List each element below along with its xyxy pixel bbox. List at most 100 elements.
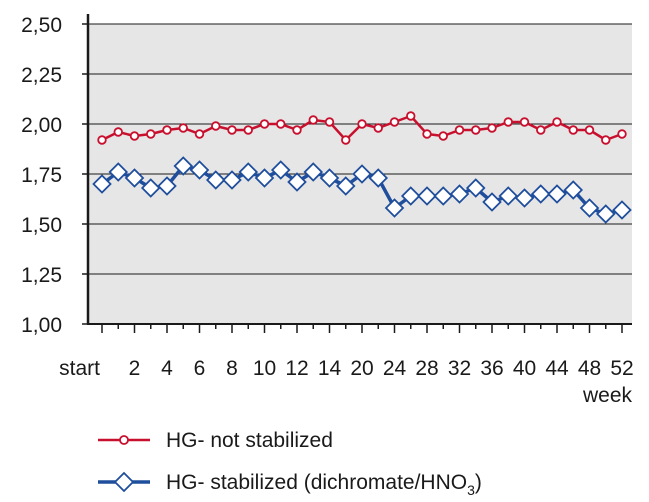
legend-diamond-marker: [113, 471, 135, 493]
data-point-stabilized: [563, 180, 584, 200]
data-point-not-stabilized: [503, 117, 513, 127]
data-point-not-stabilized: [471, 125, 481, 135]
data-point-not-stabilized: [113, 127, 123, 137]
data-point-not-stabilized: [568, 125, 578, 135]
data-point-stabilized: [514, 188, 535, 208]
data-point-not-stabilized: [357, 119, 367, 129]
x-tick-label: 28: [415, 357, 438, 380]
data-point-not-stabilized: [146, 129, 156, 139]
data-point-stabilized: [108, 162, 129, 182]
y-axis-ticks: 1,00 1,25 1,50 1,75 2,00 2,25 2,50: [21, 14, 88, 337]
data-point-stabilized: [498, 186, 519, 206]
data-point-stabilized: [352, 164, 372, 184]
x-axis-ticks: start 2 4 6 8 10 12 14 20 24 28 32 36 40 44 48 52: [59, 324, 634, 380]
data-point-stabilized: [140, 178, 161, 198]
data-point-stabilized: [482, 192, 502, 212]
series-stabilized: [92, 156, 632, 224]
data-point-not-stabilized: [389, 117, 400, 127]
data-point-not-stabilized: [519, 117, 530, 127]
data-point-not-stabilized: [601, 135, 611, 145]
legend-item-not-stabilized: HG- not stabilized: [98, 429, 333, 452]
data-point-stabilized: [205, 170, 226, 190]
y-tick-label: 2,25: [21, 64, 62, 87]
data-point-not-stabilized: [308, 115, 318, 125]
x-tick-label: 44: [545, 357, 569, 380]
legend-label-stabilized-end: ): [475, 471, 482, 494]
data-point-stabilized: [173, 156, 194, 176]
data-point-not-stabilized: [227, 125, 237, 135]
x-tick-label: 20: [350, 357, 373, 380]
data-point-stabilized: [433, 186, 454, 206]
legend-label-stabilized-sub: 3: [467, 482, 475, 498]
data-point-not-stabilized: [194, 129, 205, 139]
y-tick-label: 1,00: [21, 314, 62, 337]
legend-label-not-stabilized: HG- not stabilized: [166, 429, 333, 452]
x-tick-label: 40: [513, 357, 536, 380]
data-point-not-stabilized: [259, 119, 270, 129]
data-point-stabilized: [319, 168, 340, 188]
x-tick-label: 52: [610, 357, 633, 380]
data-point-stabilized: [400, 186, 421, 206]
data-point-stabilized: [465, 178, 486, 198]
data-point-not-stabilized: [584, 125, 595, 135]
data-point-stabilized: [157, 176, 177, 196]
legend-label-stabilized: HG- stabilized (dichromate/HNO3): [166, 471, 482, 498]
data-point-stabilized: [287, 172, 307, 192]
data-point-stabilized: [449, 184, 470, 204]
data-point-stabilized: [222, 170, 242, 190]
x-tick-label: 24: [383, 357, 407, 380]
y-tick-label: 2,00: [21, 114, 62, 137]
data-point-stabilized: [189, 160, 210, 180]
data-point-not-stabilized: [211, 121, 221, 131]
data-point-not-stabilized: [487, 123, 497, 133]
legend-circle-marker: [119, 435, 129, 445]
y-tick-label: 1,25: [21, 264, 62, 287]
data-point-not-stabilized: [341, 135, 351, 145]
x-tick-label: 4: [161, 357, 173, 380]
x-axis-label: week: [582, 384, 633, 407]
data-point-stabilized: [270, 160, 291, 180]
data-point-not-stabilized: [276, 119, 286, 129]
data-point-not-stabilized: [178, 123, 188, 133]
data-point-not-stabilized: [243, 125, 253, 135]
x-tick-label: 14: [318, 357, 342, 380]
data-point-not-stabilized: [162, 125, 172, 135]
data-point-not-stabilized: [324, 117, 335, 127]
series-not-stabilized: [97, 111, 627, 145]
x-tick-label: 10: [253, 357, 276, 380]
data-point-not-stabilized: [97, 135, 107, 145]
x-tick-label: 8: [226, 357, 238, 380]
data-point-stabilized: [417, 186, 437, 206]
data-point-not-stabilized: [406, 111, 416, 121]
series-layer: [92, 111, 632, 224]
data-point-stabilized: [612, 200, 632, 220]
y-tick-label: 1,50: [21, 214, 62, 237]
data-point-stabilized: [579, 198, 600, 218]
data-point-stabilized: [530, 184, 551, 204]
data-point-not-stabilized: [536, 125, 546, 135]
data-point-not-stabilized: [617, 129, 627, 139]
data-point-stabilized: [303, 162, 324, 182]
data-point-not-stabilized: [373, 123, 383, 133]
x-tick-label: 48: [578, 357, 601, 380]
data-point-not-stabilized: [438, 131, 448, 141]
x-tick-label: 36: [480, 357, 503, 380]
data-point-stabilized: [368, 168, 389, 188]
y-tick-label: 1,75: [21, 164, 62, 187]
data-point-stabilized: [124, 168, 145, 188]
x-tick-label: start: [59, 357, 100, 380]
data-point-not-stabilized: [129, 131, 140, 141]
data-point-not-stabilized: [422, 129, 432, 139]
data-point-stabilized: [92, 174, 112, 194]
y-tick-label: 2,50: [21, 14, 62, 37]
data-point-stabilized: [335, 176, 356, 196]
data-point-not-stabilized: [292, 125, 302, 135]
legend-item-stabilized: HG- stabilized (dichromate/HNO3): [98, 471, 482, 498]
data-point-stabilized: [547, 184, 567, 204]
data-point-not-stabilized: [454, 125, 465, 135]
data-point-stabilized: [238, 162, 259, 182]
x-tick-label: 32: [448, 357, 471, 380]
x-tick-label: 12: [285, 357, 308, 380]
legend-label-stabilized-main: HG- stabilized (dichromate/HNO: [166, 471, 467, 494]
